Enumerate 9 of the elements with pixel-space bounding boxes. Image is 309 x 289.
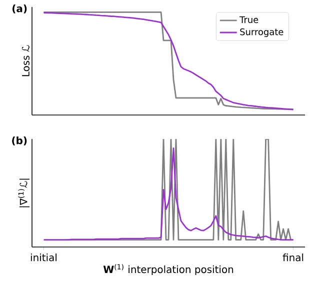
y-axis-title: |∇$^{(1)}$ℒ| bbox=[18, 178, 30, 208]
x-tick-label: initial bbox=[30, 254, 56, 262]
chart-title: (b) bbox=[12, 136, 27, 146]
y-axis-title: Loss ℒ bbox=[22, 45, 30, 76]
x-tick-label: final bbox=[282, 254, 304, 262]
x-axis-title: W$^{(1)}$ interpolation position bbox=[103, 264, 234, 276]
legend-label: Surrogate bbox=[240, 28, 284, 37]
chart-title: (a) bbox=[12, 4, 27, 14]
legend-label: True bbox=[240, 16, 258, 24]
